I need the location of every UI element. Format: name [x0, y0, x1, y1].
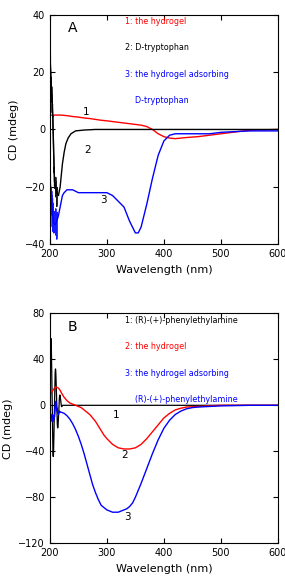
Text: 1: 1 [83, 107, 89, 117]
Text: 1: (R)-(+)-phenylethylamine: 1: (R)-(+)-phenylethylamine [125, 315, 238, 325]
X-axis label: Wavelength (nm): Wavelength (nm) [115, 265, 212, 275]
Text: 3: the hydrogel adsorbing: 3: the hydrogel adsorbing [125, 70, 229, 78]
Text: 3: 3 [100, 195, 107, 205]
Y-axis label: CD (mdeg): CD (mdeg) [9, 99, 19, 160]
Text: (R)-(+)-phenylethylamine: (R)-(+)-phenylethylamine [125, 395, 238, 404]
Text: 1: 1 [113, 410, 119, 419]
X-axis label: Wavelength (nm): Wavelength (nm) [115, 564, 212, 573]
Text: 2: 2 [84, 145, 91, 155]
Text: A: A [68, 21, 78, 35]
Text: D-tryptophan: D-tryptophan [125, 96, 189, 105]
Text: 2: 2 [121, 450, 128, 460]
Y-axis label: CD (mdeg): CD (mdeg) [3, 398, 13, 458]
Text: 3: the hydrogel adsorbing: 3: the hydrogel adsorbing [125, 368, 229, 378]
Text: 2: the hydrogel: 2: the hydrogel [125, 342, 186, 351]
Text: 2: D-tryptophan: 2: D-tryptophan [125, 43, 189, 52]
Text: B: B [68, 320, 78, 334]
Text: 3: 3 [124, 512, 131, 522]
Text: 1: the hydrogel: 1: the hydrogel [125, 17, 186, 26]
